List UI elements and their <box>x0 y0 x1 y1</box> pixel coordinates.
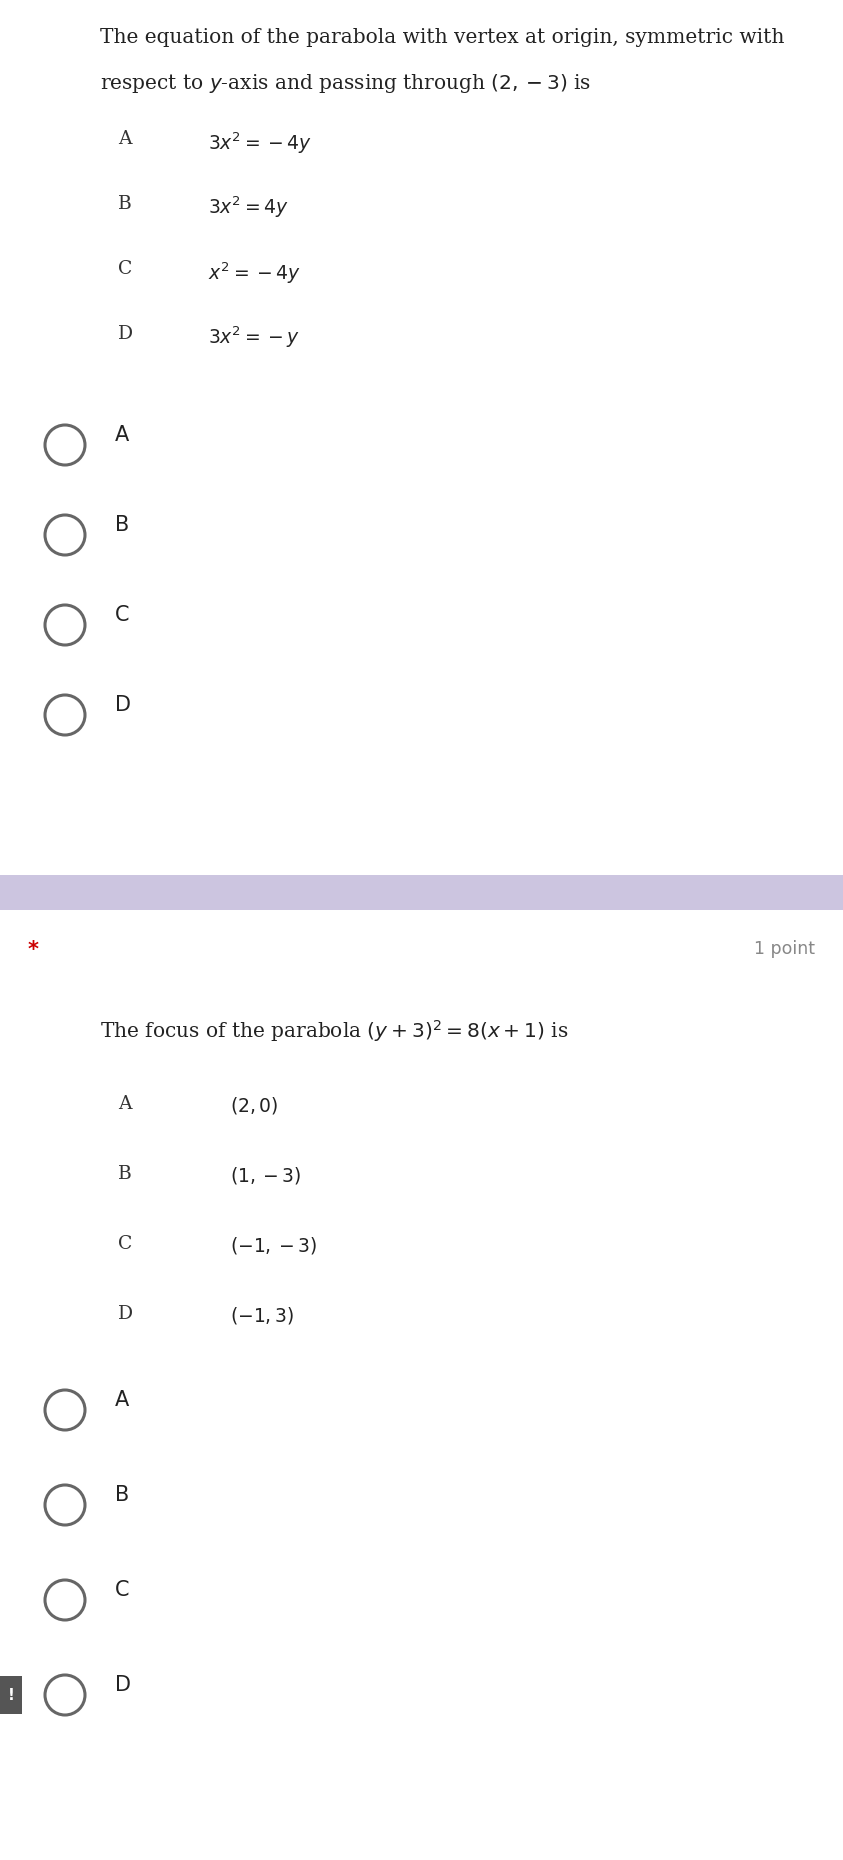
Text: D: D <box>115 696 131 714</box>
Text: D: D <box>118 326 133 342</box>
Text: C: C <box>118 1235 132 1254</box>
Text: $x^2 = -4y$: $x^2 = -4y$ <box>208 260 301 285</box>
Text: B: B <box>118 195 132 214</box>
Text: The focus of the parabola $(y+3)^2 = 8(x+1)$ is: The focus of the parabola $(y+3)^2 = 8(x… <box>100 1017 568 1043</box>
Text: C: C <box>115 604 130 625</box>
Text: $3x^2 = 4y$: $3x^2 = 4y$ <box>208 195 289 221</box>
Text: $3x^2 = -y$: $3x^2 = -y$ <box>208 326 300 350</box>
Text: $3x^2 = -4y$: $3x^2 = -4y$ <box>208 130 312 156</box>
FancyBboxPatch shape <box>0 910 843 1860</box>
Text: $(-1,-3)$: $(-1,-3)$ <box>230 1235 317 1256</box>
Text: A: A <box>118 1096 132 1112</box>
Text: A: A <box>115 424 129 445</box>
Text: C: C <box>115 1579 130 1600</box>
Text: 1 point: 1 point <box>754 939 815 958</box>
Text: !: ! <box>8 1687 14 1702</box>
Text: A: A <box>115 1389 129 1410</box>
FancyBboxPatch shape <box>0 1676 22 1715</box>
Text: B: B <box>118 1164 132 1183</box>
Text: D: D <box>118 1306 133 1322</box>
Text: $(-1,3)$: $(-1,3)$ <box>230 1306 294 1326</box>
Text: The equation of the parabola with vertex at origin, symmetric with: The equation of the parabola with vertex… <box>100 28 784 46</box>
Text: C: C <box>118 260 132 277</box>
Text: B: B <box>115 515 129 536</box>
Text: *: * <box>28 939 39 960</box>
Text: $(2,0)$: $(2,0)$ <box>230 1096 278 1116</box>
Text: $(1,-3)$: $(1,-3)$ <box>230 1164 302 1187</box>
Text: A: A <box>118 130 132 149</box>
FancyBboxPatch shape <box>0 0 843 900</box>
FancyBboxPatch shape <box>0 874 843 910</box>
Text: B: B <box>115 1484 129 1505</box>
Text: respect to $y$-axis and passing through $(2,-3)$ is: respect to $y$-axis and passing through … <box>100 73 591 95</box>
Text: D: D <box>115 1676 131 1694</box>
